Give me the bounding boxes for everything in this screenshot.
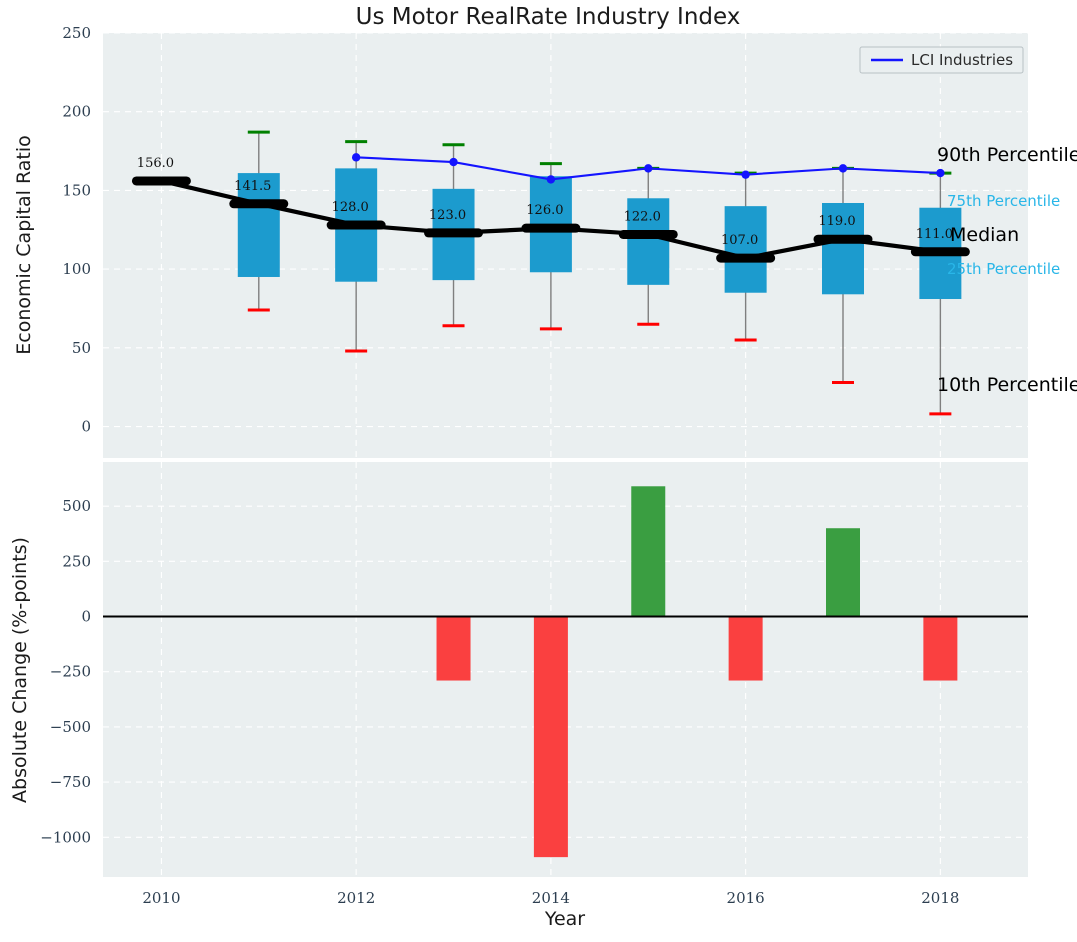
y-tick-label: −1000 bbox=[40, 828, 91, 846]
legend[interactable]: LCI Industries bbox=[859, 46, 1024, 74]
legend-background bbox=[859, 46, 1024, 74]
y-tick-label: 250 bbox=[62, 552, 91, 570]
y-tick-label: −750 bbox=[50, 773, 91, 791]
x-tick-label: 2010 bbox=[142, 889, 180, 907]
y-tick-label: 150 bbox=[62, 181, 91, 199]
box-iqr bbox=[627, 198, 670, 285]
bottom-panel-ytick-labels: −1000 −750 −500 −250 0 250 500 bbox=[40, 497, 91, 846]
y-tick-label: 0 bbox=[81, 608, 91, 626]
x-tick-label: 2012 bbox=[337, 889, 375, 907]
top-panel-ytick-labels: 0 50 100 150 200 250 bbox=[62, 24, 91, 436]
boxplot-2015 bbox=[627, 166, 670, 326]
median-line-layer bbox=[131, 176, 970, 263]
y-tick-label: −500 bbox=[50, 718, 91, 736]
median-value-label: 141.5 bbox=[234, 179, 271, 194]
x-tick-label: 2016 bbox=[727, 889, 765, 907]
x-axis-tick-labels: 2010 2012 2014 2016 2018 bbox=[142, 889, 959, 907]
median-value-label: 123.0 bbox=[429, 208, 466, 223]
annotation-75th-percentile: 75th Percentile bbox=[947, 192, 1060, 210]
box-iqr bbox=[237, 173, 280, 277]
legend-label-lci-industries: LCI Industries bbox=[911, 51, 1013, 69]
median-value-label: 119.0 bbox=[818, 214, 855, 229]
box-iqr bbox=[822, 203, 864, 295]
series-data-point bbox=[546, 175, 556, 184]
bar-2015 bbox=[631, 486, 666, 617]
series-data-point bbox=[644, 164, 653, 173]
series-data-point bbox=[449, 157, 458, 167]
y-tick-label: 250 bbox=[62, 24, 91, 42]
y-tick-label: −250 bbox=[50, 663, 91, 681]
bar-2018 bbox=[923, 616, 958, 681]
y-tick-label: 200 bbox=[62, 103, 91, 121]
bottom-panel: −1000 −750 −500 −250 0 250 500 Absolute Change… bbox=[9, 462, 1028, 930]
series-data-point bbox=[936, 168, 945, 178]
series-data-point bbox=[741, 170, 750, 179]
x-tick-label: 2014 bbox=[532, 889, 570, 907]
boxplot-2017 bbox=[822, 166, 864, 384]
y-tick-label: 100 bbox=[62, 260, 91, 278]
series-data-point bbox=[838, 164, 848, 173]
boxplot-2016 bbox=[724, 171, 767, 342]
annotation-90th-percentile: 90th Percentile bbox=[937, 144, 1077, 166]
y-tick-label: 0 bbox=[81, 418, 91, 436]
top-panel: 0 50 100 150 200 250 Economic Capital Ratio 1… bbox=[13, 24, 1077, 458]
box-iqr bbox=[724, 206, 767, 293]
bar-2013 bbox=[436, 616, 471, 681]
median-value-label: 107.0 bbox=[721, 233, 758, 248]
bar-layer bbox=[436, 486, 958, 858]
bottom-panel-y-axis-title: Absolute Change (%-points) bbox=[9, 537, 31, 803]
annotation-10th-percentile: 10th Percentile bbox=[937, 374, 1077, 396]
median-value-label: 128.0 bbox=[332, 200, 369, 215]
page-title: Us Motor RealRate Industry Index bbox=[356, 4, 741, 30]
median-value-label: 156.0 bbox=[137, 156, 174, 171]
median-value-labels: 156.0 141.5 128.0 123.0 126.0 122.0 107.0 119.0… bbox=[137, 156, 953, 248]
y-tick-label: 50 bbox=[72, 339, 91, 357]
bar-2017 bbox=[826, 528, 860, 617]
annotation-median: Median bbox=[950, 224, 1019, 246]
y-tick-label: 500 bbox=[62, 497, 91, 515]
boxplot-2011 bbox=[237, 130, 280, 312]
bar-2014 bbox=[533, 616, 568, 858]
top-panel-y-axis-title: Economic Capital Ratio bbox=[13, 135, 35, 354]
series-data-point bbox=[351, 153, 361, 162]
x-axis-title: Year bbox=[544, 908, 585, 930]
median-value-label: 111.0 bbox=[916, 227, 953, 242]
annotation-25th-percentile: 25th Percentile bbox=[947, 260, 1060, 278]
x-tick-label: 2018 bbox=[921, 889, 959, 907]
bar-2016 bbox=[728, 616, 763, 681]
median-value-label: 122.0 bbox=[624, 209, 661, 224]
lci-industries-series bbox=[351, 153, 945, 184]
median-value-label: 126.0 bbox=[526, 203, 563, 218]
